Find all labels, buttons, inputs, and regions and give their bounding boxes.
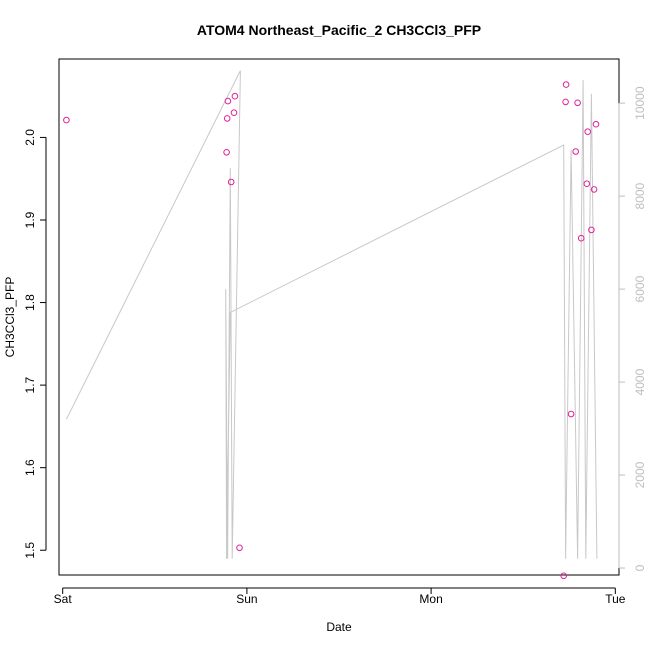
x-axis-label: Date — [326, 620, 352, 634]
right-axis: 0 2000 4000 6000 8000 10000 — [618, 86, 647, 571]
line-series-layer — [65, 70, 598, 559]
data-point — [584, 128, 592, 135]
x-tick-label: Sat — [54, 592, 73, 606]
right-tick-label: 6000 — [633, 275, 647, 302]
data-point — [572, 148, 580, 155]
data-point — [590, 186, 598, 193]
plot-frame — [58, 58, 620, 576]
chart-title: ATOM4 Northeast_Pacific_2 CH3CCl3_PFP — [197, 22, 481, 38]
right-tick-label: 4000 — [633, 368, 647, 395]
x-tick-label: Mon — [419, 592, 442, 606]
data-point — [223, 115, 231, 122]
data-point — [223, 149, 230, 156]
x-tick-label: Sun — [236, 592, 257, 606]
right-tick-label: 2000 — [633, 461, 647, 488]
data-point — [63, 116, 70, 124]
data-point — [224, 97, 232, 105]
data-point — [567, 410, 575, 418]
data-point — [560, 572, 568, 580]
data-point — [583, 180, 591, 187]
right-tick-label: 0 — [633, 564, 647, 571]
data-point — [577, 234, 585, 242]
left-tick-label: 1.9 — [23, 211, 37, 228]
left-tick-label: 1.6 — [23, 459, 37, 476]
data-point — [236, 544, 243, 552]
left-tick-label: 1.5 — [23, 542, 37, 559]
right-axis-series-line — [65, 70, 598, 559]
data-point — [588, 226, 595, 234]
left-tick-label: 2.0 — [23, 129, 37, 146]
left-tick-label: 1.8 — [23, 294, 37, 311]
data-point — [231, 92, 239, 100]
data-point — [227, 178, 235, 186]
y-axis-label: CH3CCl3_PFP — [3, 277, 17, 358]
right-tick-label: 8000 — [633, 182, 647, 209]
right-tick-label: 10000 — [633, 86, 647, 120]
data-point — [230, 109, 238, 116]
x-axis: Sat Sun Mon Tue — [54, 587, 626, 606]
data-point — [562, 98, 569, 106]
left-tick-label: 1.7 — [23, 376, 37, 393]
left-axis: 1.5 1.6 1.7 1.8 1.9 2.0 — [23, 129, 47, 559]
points-series-layer — [63, 81, 600, 580]
data-point — [592, 120, 600, 128]
data-point — [562, 81, 570, 88]
x-tick-label: Tue — [605, 592, 626, 606]
data-point — [574, 99, 581, 107]
